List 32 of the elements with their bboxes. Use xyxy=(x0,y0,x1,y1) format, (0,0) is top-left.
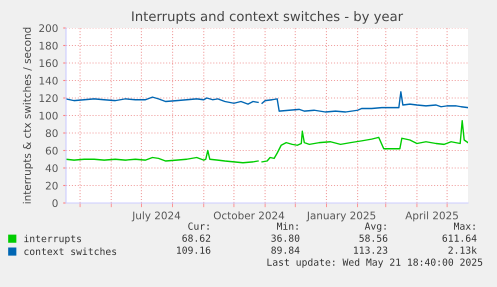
y-tick-label: 60 xyxy=(46,146,58,155)
legend-label: context switches xyxy=(24,248,116,256)
y-tick-label: 0 xyxy=(52,199,58,208)
text: 89.84 xyxy=(271,246,300,254)
text: Cur: xyxy=(188,222,209,230)
legend-label: interrupts xyxy=(24,234,82,244)
text: 611.64 xyxy=(442,234,477,242)
text: Min: xyxy=(276,222,298,230)
x-tick-label: October 2024 xyxy=(214,211,284,220)
y-tick-label: 100 xyxy=(40,112,58,120)
y-tick-label: 20 xyxy=(46,182,58,190)
y-tick-label: 160 xyxy=(40,59,58,68)
text: Max: xyxy=(454,222,475,230)
y-axis-title: interrupts & ctx switches / second xyxy=(22,28,33,204)
text: 2.13k xyxy=(448,246,477,254)
text: 36.80 xyxy=(271,234,300,242)
x-tick-label: January 2025 xyxy=(306,212,376,222)
y-tick-label: 40 xyxy=(46,164,58,172)
x-tick-label: April 2025 xyxy=(405,211,458,222)
y-tick-label: 120 xyxy=(40,94,58,102)
chart-title: Interrupts and context switches - by year xyxy=(132,11,404,24)
x-tick-label: July 2024 xyxy=(132,211,180,222)
text: 58.56 xyxy=(359,234,388,242)
text: Last update: Wed May 21 18:40:00 2025 xyxy=(267,258,482,268)
y-tick-label: 80 xyxy=(46,129,58,138)
y-tick-label: 200 xyxy=(39,24,58,32)
text: 68.62 xyxy=(182,234,210,242)
text: 113.23 xyxy=(354,246,388,254)
text: 109.16 xyxy=(177,246,210,254)
text: Avg: xyxy=(364,222,386,232)
y-tick-label: 180 xyxy=(40,42,58,50)
y-tick-label: 140 xyxy=(40,76,58,85)
